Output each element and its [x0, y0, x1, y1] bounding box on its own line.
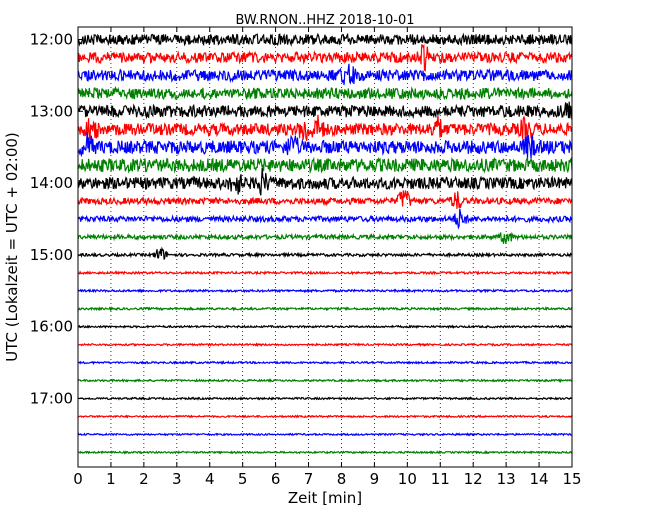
trace-1730 — [77, 432, 573, 437]
x-tick-label: 11 — [431, 470, 450, 488]
trace-1300 — [77, 101, 573, 121]
trace-1630 — [77, 360, 573, 366]
x-tick-label: 7 — [304, 470, 314, 488]
trace-1415 — [77, 190, 573, 209]
plot-frame — [77, 26, 573, 468]
x-tick-label: 3 — [172, 470, 182, 488]
trace-1600 — [77, 324, 573, 330]
trace-1330 — [77, 132, 573, 159]
trace-1530 — [77, 288, 573, 294]
y-axis-ticks: 12:00 13:00 14:00 15:00 16:00 17:00 — [30, 31, 572, 408]
x-tick-label: 1 — [106, 470, 116, 488]
trace-1315 — [77, 114, 573, 143]
x-tick-label: 10 — [398, 470, 417, 488]
x-tick-label: 2 — [139, 470, 149, 488]
x-tick-label: 9 — [370, 470, 380, 488]
trace-1430 — [77, 208, 573, 230]
trace-1700 — [77, 396, 573, 401]
y-axis-label: UTC (Lokalzeit = UTC + 02:00) — [3, 132, 21, 362]
y-tick-label: 16:00 — [30, 318, 73, 336]
trace-1745 — [77, 450, 572, 455]
x-tick-label: 14 — [530, 470, 549, 488]
x-tick-label: 6 — [271, 470, 281, 488]
trace-1215 — [77, 43, 573, 72]
x-tick-label: 8 — [337, 470, 347, 488]
chart-title: BW.RNON..HHZ 2018-10-01 — [235, 13, 414, 28]
x-tick-label: 0 — [73, 470, 83, 488]
x-tick-label: 12 — [464, 470, 483, 488]
trace-1500 — [77, 246, 573, 260]
x-tick-label: 15 — [562, 470, 581, 488]
y-tick-label: 14:00 — [30, 174, 73, 192]
trace-1200 — [77, 32, 573, 47]
x-tick-label: 13 — [497, 470, 516, 488]
trace-1615 — [77, 342, 573, 348]
trace-1715 — [77, 414, 573, 419]
trace-1545 — [77, 305, 573, 312]
plot-area — [78, 27, 572, 467]
y-tick-label: 17:00 — [30, 390, 73, 408]
trace-series — [77, 32, 573, 455]
trace-1645 — [77, 378, 573, 384]
y-tick-label: 15:00 — [30, 246, 73, 264]
x-axis-ticks: 0 1 2 3 4 5 6 7 8 9 10 11 12 13 14 15 — [73, 27, 582, 488]
x-axis-label: Zeit [min] — [288, 489, 362, 507]
trace-1230 — [77, 63, 573, 85]
trace-1245 — [77, 85, 573, 101]
trace-1515 — [77, 269, 573, 276]
trace-1345 — [77, 156, 573, 175]
y-tick-label: 13:00 — [30, 102, 73, 120]
trace-1400 — [77, 167, 573, 196]
trace-1445 — [77, 231, 573, 244]
x-tick-label: 4 — [205, 470, 215, 488]
x-tick-label: 5 — [238, 470, 248, 488]
y-tick-label: 12:00 — [30, 31, 73, 49]
grid-lines — [110, 27, 540, 467]
